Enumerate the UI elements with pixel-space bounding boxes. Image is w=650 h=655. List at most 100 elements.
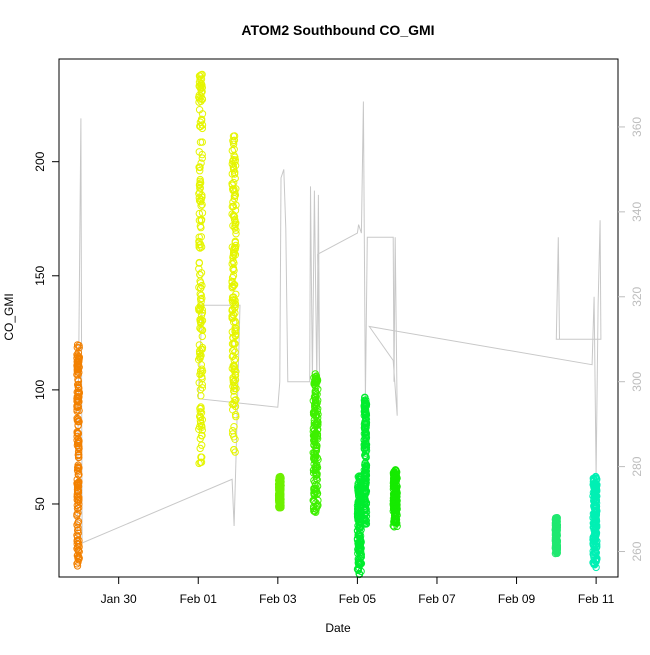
data-point — [592, 480, 600, 489]
data-point — [74, 504, 83, 512]
data-point — [195, 91, 204, 100]
data-point — [591, 548, 599, 557]
data-point — [277, 492, 285, 501]
data-point — [196, 163, 204, 172]
y-tick-label: 100 — [33, 380, 47, 400]
data-point — [231, 304, 239, 312]
data-point — [197, 392, 205, 400]
data-point — [552, 521, 561, 529]
data-point — [75, 393, 83, 401]
data-point — [198, 209, 207, 217]
data-point — [311, 408, 319, 416]
data-point — [197, 361, 206, 369]
data-point — [232, 230, 240, 238]
data-point — [196, 180, 204, 188]
data-point — [230, 266, 238, 275]
data-point — [552, 544, 561, 552]
data-point — [311, 373, 320, 381]
data-point — [553, 518, 561, 526]
data-point — [276, 477, 284, 485]
data-point — [198, 453, 206, 461]
data-point — [311, 398, 320, 407]
data-point — [354, 522, 362, 530]
data-point — [553, 539, 561, 548]
data-point — [312, 484, 320, 493]
data-point — [74, 375, 82, 384]
data-point — [228, 278, 236, 287]
data-point — [74, 448, 83, 456]
data-point — [195, 233, 203, 241]
data-point — [311, 507, 319, 516]
data-point — [312, 499, 320, 507]
y2-tick-label: 360 — [630, 117, 644, 137]
data-point — [198, 154, 207, 162]
x-tick-label: Feb 07 — [418, 592, 456, 606]
data-point — [362, 489, 370, 497]
data-point — [73, 388, 81, 396]
data-point — [230, 377, 238, 386]
x-tick-label: Feb 11 — [578, 592, 615, 606]
x-axis: Jan 30 Feb 01 Feb 03 Feb 05 Feb 07 Feb 09 Feb … — [101, 576, 615, 606]
x-tick-label: Jan 30 — [101, 592, 137, 606]
data-point — [74, 451, 83, 460]
y2-tick-label: 260 — [630, 541, 644, 561]
data-point — [196, 458, 205, 467]
data-point — [276, 492, 284, 500]
data-point — [362, 517, 370, 525]
data-point — [230, 185, 238, 193]
data-point — [73, 562, 82, 570]
data-point — [75, 443, 83, 451]
data-point — [312, 445, 321, 453]
data-point — [73, 531, 81, 539]
data-point — [356, 552, 365, 561]
data-point — [361, 407, 369, 416]
data-point — [362, 476, 370, 484]
data-point — [591, 479, 599, 487]
data-point — [392, 489, 401, 497]
data-point — [196, 412, 204, 421]
data-point — [74, 519, 82, 527]
data-point — [232, 241, 240, 250]
data-point — [195, 95, 204, 103]
data-point — [361, 419, 369, 427]
y-tick-label: 50 — [33, 497, 47, 511]
data-point — [231, 326, 240, 334]
data-point — [392, 515, 401, 524]
data-point — [590, 543, 598, 551]
data-point — [276, 502, 284, 510]
data-point — [360, 425, 369, 433]
data-point — [231, 192, 239, 200]
data-point — [195, 243, 203, 252]
data-point — [590, 509, 598, 517]
data-point — [313, 476, 321, 484]
x-axis-label: Date — [325, 621, 351, 635]
data-point — [197, 302, 205, 310]
data-point — [73, 362, 81, 370]
data-point — [591, 541, 599, 549]
data-point — [231, 370, 239, 379]
x-tick-label: Feb 05 — [339, 592, 377, 606]
data-point — [310, 503, 318, 511]
data-point — [229, 257, 237, 265]
data-point — [198, 365, 206, 373]
data-point — [314, 456, 322, 464]
data-point — [196, 167, 204, 175]
data-point — [361, 515, 369, 523]
data-point — [591, 487, 599, 495]
data-point — [195, 216, 204, 225]
data-point — [198, 191, 206, 199]
data-point — [197, 432, 206, 440]
data-point — [197, 159, 205, 167]
data-point — [230, 339, 238, 347]
data-point — [197, 71, 205, 79]
data-point — [196, 184, 205, 192]
data-point — [309, 466, 318, 474]
y-axis-label: CO_GMI — [2, 293, 16, 340]
data-point — [74, 421, 82, 429]
data-point — [232, 201, 240, 209]
data-point — [361, 479, 370, 488]
data-point — [195, 356, 203, 364]
data-point — [198, 200, 206, 209]
